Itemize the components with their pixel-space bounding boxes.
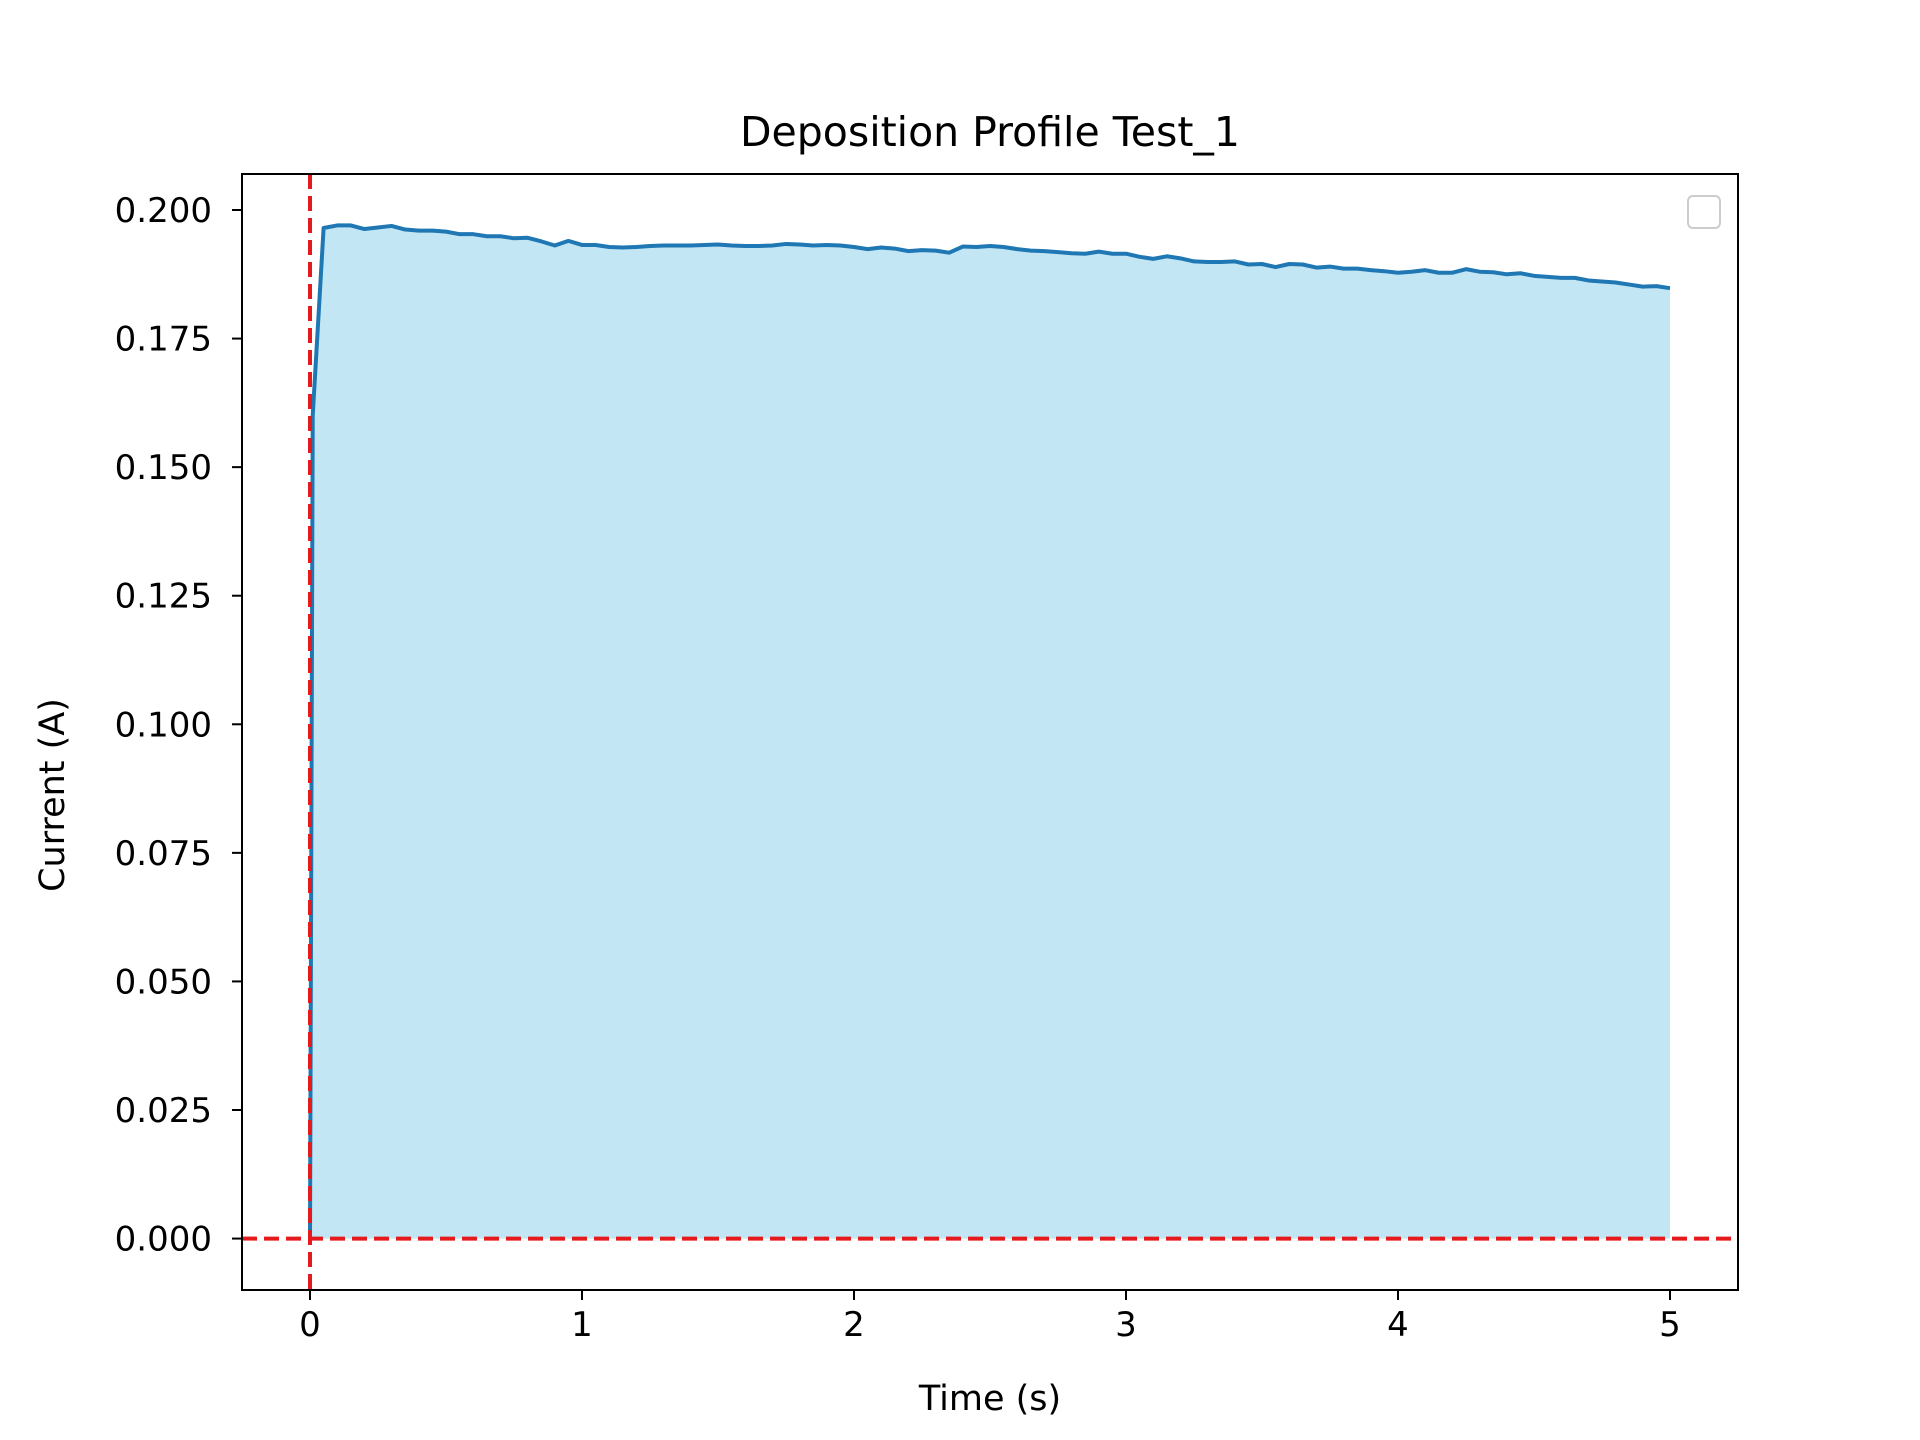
legend-box [1687,195,1721,229]
x-tick-label: 5 [1659,1305,1681,1345]
series-line [308,223,1671,1239]
x-tick-label: 4 [1387,1305,1409,1345]
axes-frame [241,173,1739,1291]
x-tick-label: 2 [843,1305,865,1345]
x-tick-label: 0 [299,1305,321,1345]
x-tick-label: 3 [1115,1305,1137,1345]
y-tick-label: 0.050 [115,962,212,1002]
y-tick-label: 0.125 [115,577,212,617]
chart-title: Deposition Profile Test_1 [740,108,1240,156]
y-tick-label: 0.075 [115,834,212,874]
y-tick-label: 0.175 [115,320,212,360]
y-axis-label: Current (A) [33,698,73,892]
y-tick-label: 0.200 [115,191,212,231]
x-tick-label: 1 [571,1305,593,1345]
area-fill [310,225,1670,1239]
plot-area: 0 1 2 3 4 5 0.000 0.025 0.050 0.075 0.100 0.125 0.15… [115,173,1739,1345]
y-tick-label: 0.025 [115,1091,212,1131]
y-tick-label: 0.000 [115,1220,212,1260]
x-axis-label: Time (s) [918,1379,1061,1419]
y-tick-label: 0.150 [115,448,212,488]
y-tick-label: 0.100 [115,705,212,745]
